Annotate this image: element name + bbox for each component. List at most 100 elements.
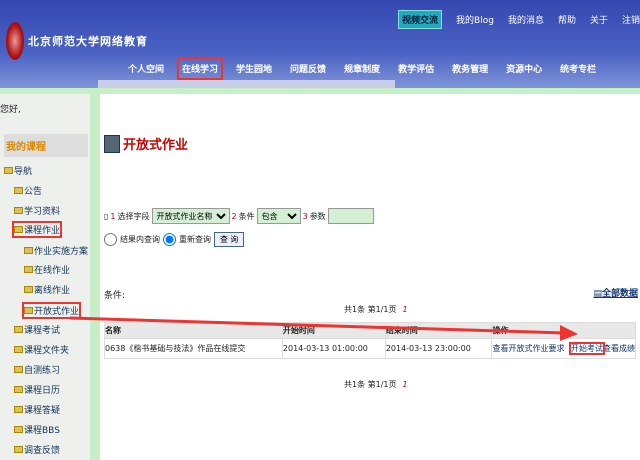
tree-item[interactable]: 导航 bbox=[4, 164, 32, 177]
radio-label: 重新查询 bbox=[179, 235, 211, 244]
tree-item-label: 学习资料 bbox=[24, 207, 61, 217]
top-link[interactable]: 注销 bbox=[621, 16, 640, 26]
tree-item[interactable]: 开放式作业 bbox=[21, 302, 82, 319]
university-seal-icon bbox=[6, 22, 24, 60]
top-link[interactable]: 我的Blog bbox=[456, 16, 494, 26]
tree-item[interactable]: 课程考试 bbox=[14, 323, 60, 336]
tree-item-label: 课程BBS bbox=[24, 426, 60, 436]
folder-icon bbox=[14, 426, 23, 433]
nav-item[interactable]: 学生园地 bbox=[236, 65, 273, 75]
step-number: 1 bbox=[110, 211, 116, 221]
sidebar: 您好, 我的课程 导航公告学习资料课程作业作业实施方案 在线作业离线作业开放式作业… bbox=[0, 94, 90, 460]
logo-text: 北京师范大学网络教育 bbox=[28, 35, 148, 48]
pager-top: 共1条 第1/1页 1 bbox=[344, 304, 408, 315]
condition-label: 条件 bbox=[238, 211, 255, 221]
condition-text: 条件: bbox=[104, 291, 126, 301]
tree-item[interactable]: 课程BBS bbox=[14, 423, 60, 436]
view-requirements-link[interactable]: 查看开放式作业要求 bbox=[492, 344, 565, 353]
column-header: 开始时间 bbox=[281, 322, 386, 339]
logo: 北京师范大学网络教育 bbox=[6, 22, 148, 60]
table-row: 0638《楷书基础与技法》作品在线提交 2014-03-13 01:00:00 … bbox=[104, 338, 636, 359]
tree-item[interactable]: 学习资料 bbox=[14, 204, 60, 217]
main-nav: 个人空间 在线学习 学生园地 问题反馈 规章制度 教学评估 教务管理 资源中心 … bbox=[128, 57, 597, 80]
top-link[interactable]: 帮助 bbox=[557, 16, 576, 26]
folder-icon bbox=[14, 346, 23, 353]
tree-item-label: 课程作业 bbox=[24, 226, 61, 236]
column-header: 操作 bbox=[491, 322, 636, 339]
pager-text: 共1条 第1/1页 bbox=[344, 380, 397, 389]
tree-item[interactable]: 作业实施方案 bbox=[24, 244, 88, 257]
folder-icon bbox=[24, 247, 33, 254]
nav-item[interactable]: 个人空间 bbox=[128, 65, 165, 75]
radio-within-results[interactable] bbox=[104, 233, 117, 246]
page-link[interactable]: 1 bbox=[402, 305, 408, 314]
tree-item-label: 课程日历 bbox=[24, 386, 61, 396]
folder-icon bbox=[24, 307, 33, 314]
field-select[interactable]: 开放式作业名称 bbox=[151, 208, 230, 224]
nav-item[interactable]: 教务管理 bbox=[452, 65, 489, 75]
radio-new-query[interactable] bbox=[163, 233, 176, 246]
step-number: 3 bbox=[302, 211, 308, 221]
folder-icon bbox=[24, 266, 33, 273]
tree-item[interactable]: 在线作业 bbox=[24, 263, 70, 276]
greeting: 您好, bbox=[0, 105, 21, 115]
tree-item-label: 作业实施方案 bbox=[34, 247, 89, 257]
radio-label: 结果内查询 bbox=[120, 235, 160, 244]
query-button[interactable]: 查 询 bbox=[214, 232, 245, 247]
folder-icon bbox=[14, 366, 23, 373]
tree-item[interactable]: 自测练习 bbox=[14, 363, 60, 376]
tree-item-label: 离线作业 bbox=[34, 286, 71, 296]
tree-item[interactable]: 课程答疑 bbox=[14, 403, 60, 416]
nav-item[interactable]: 教学评估 bbox=[398, 65, 435, 75]
field-label: 选择字段 bbox=[117, 211, 150, 221]
page-title-text: 开放式作业 bbox=[123, 138, 189, 153]
video-chat-button[interactable]: 视频交流 bbox=[398, 10, 443, 29]
folder-icon bbox=[14, 406, 23, 413]
nav-item-selected[interactable]: 在线学习 bbox=[177, 57, 224, 80]
folder-icon bbox=[14, 326, 23, 333]
header: 北京师范大学网络教育 视频交流 我的Blog 我的消息 帮助 关于 注销 个人空… bbox=[0, 0, 640, 88]
divider bbox=[0, 88, 640, 94]
tree-item-label: 在线作业 bbox=[34, 266, 71, 276]
top-link[interactable]: 我的消息 bbox=[507, 16, 544, 26]
tree-item-label: 课程考试 bbox=[24, 326, 61, 336]
param-input[interactable] bbox=[327, 208, 374, 224]
assignment-table: 名称 开始时间 结束时间 操作 0638《楷书基础与技法》作品在线提交 2014… bbox=[104, 322, 636, 359]
tree-item[interactable]: 调查反馈 bbox=[14, 443, 60, 456]
nav-item[interactable]: 问题反馈 bbox=[290, 65, 327, 75]
nav-underline bbox=[98, 80, 395, 88]
search-bar: ▯ 1 选择字段 开放式作业名称 2 条件 包含 3 参数 bbox=[104, 208, 374, 224]
tree-item-label: 开放式作业 bbox=[34, 307, 80, 317]
folder-icon bbox=[14, 386, 23, 393]
assignment-icon bbox=[104, 134, 120, 153]
my-courses-header[interactable]: 我的课程 bbox=[4, 134, 88, 157]
tree-item-label: 公告 bbox=[24, 187, 43, 197]
condition-select[interactable]: 包含 bbox=[256, 208, 301, 224]
nav-item[interactable]: 统考专栏 bbox=[560, 65, 597, 75]
tree-item[interactable]: 离线作业 bbox=[24, 283, 70, 296]
search-icon: ▯ bbox=[104, 211, 109, 221]
pager-text: 共1条 第1/1页 bbox=[344, 305, 397, 314]
step-number: 2 bbox=[231, 211, 237, 221]
column-header: 结束时间 bbox=[384, 322, 493, 339]
top-links: 视频交流 我的Blog 我的消息 帮助 关于 注销 bbox=[398, 10, 640, 29]
sidebar-border bbox=[90, 94, 100, 460]
nav-item[interactable]: 资源中心 bbox=[506, 65, 543, 75]
cell-end: 2014-03-13 23:00:00 bbox=[384, 338, 493, 359]
tree-item[interactable]: 课程作业 bbox=[11, 221, 63, 238]
folder-icon bbox=[14, 446, 23, 453]
start-exam-link[interactable]: 开始考试 bbox=[569, 342, 605, 355]
all-data-link[interactable]: ▤全部数据 bbox=[593, 286, 638, 299]
nav-item[interactable]: 规章制度 bbox=[344, 65, 381, 75]
tree-item[interactable]: 公告 bbox=[14, 184, 42, 197]
list-icon: ▤ bbox=[593, 289, 602, 299]
all-data-label: 全部数据 bbox=[601, 289, 638, 299]
tree-item-label: 课程文件夹 bbox=[24, 346, 70, 356]
param-label: 参数 bbox=[309, 211, 326, 221]
page-link[interactable]: 1 bbox=[402, 380, 408, 389]
top-link[interactable]: 关于 bbox=[589, 16, 608, 26]
tree-item[interactable]: 课程文件夹 bbox=[14, 343, 69, 356]
query-options: 结果内查询 重新查询 查 询 bbox=[104, 232, 245, 247]
tree-item[interactable]: 课程日历 bbox=[14, 383, 60, 396]
view-score-link[interactable]: 查看成绩 bbox=[603, 344, 635, 353]
